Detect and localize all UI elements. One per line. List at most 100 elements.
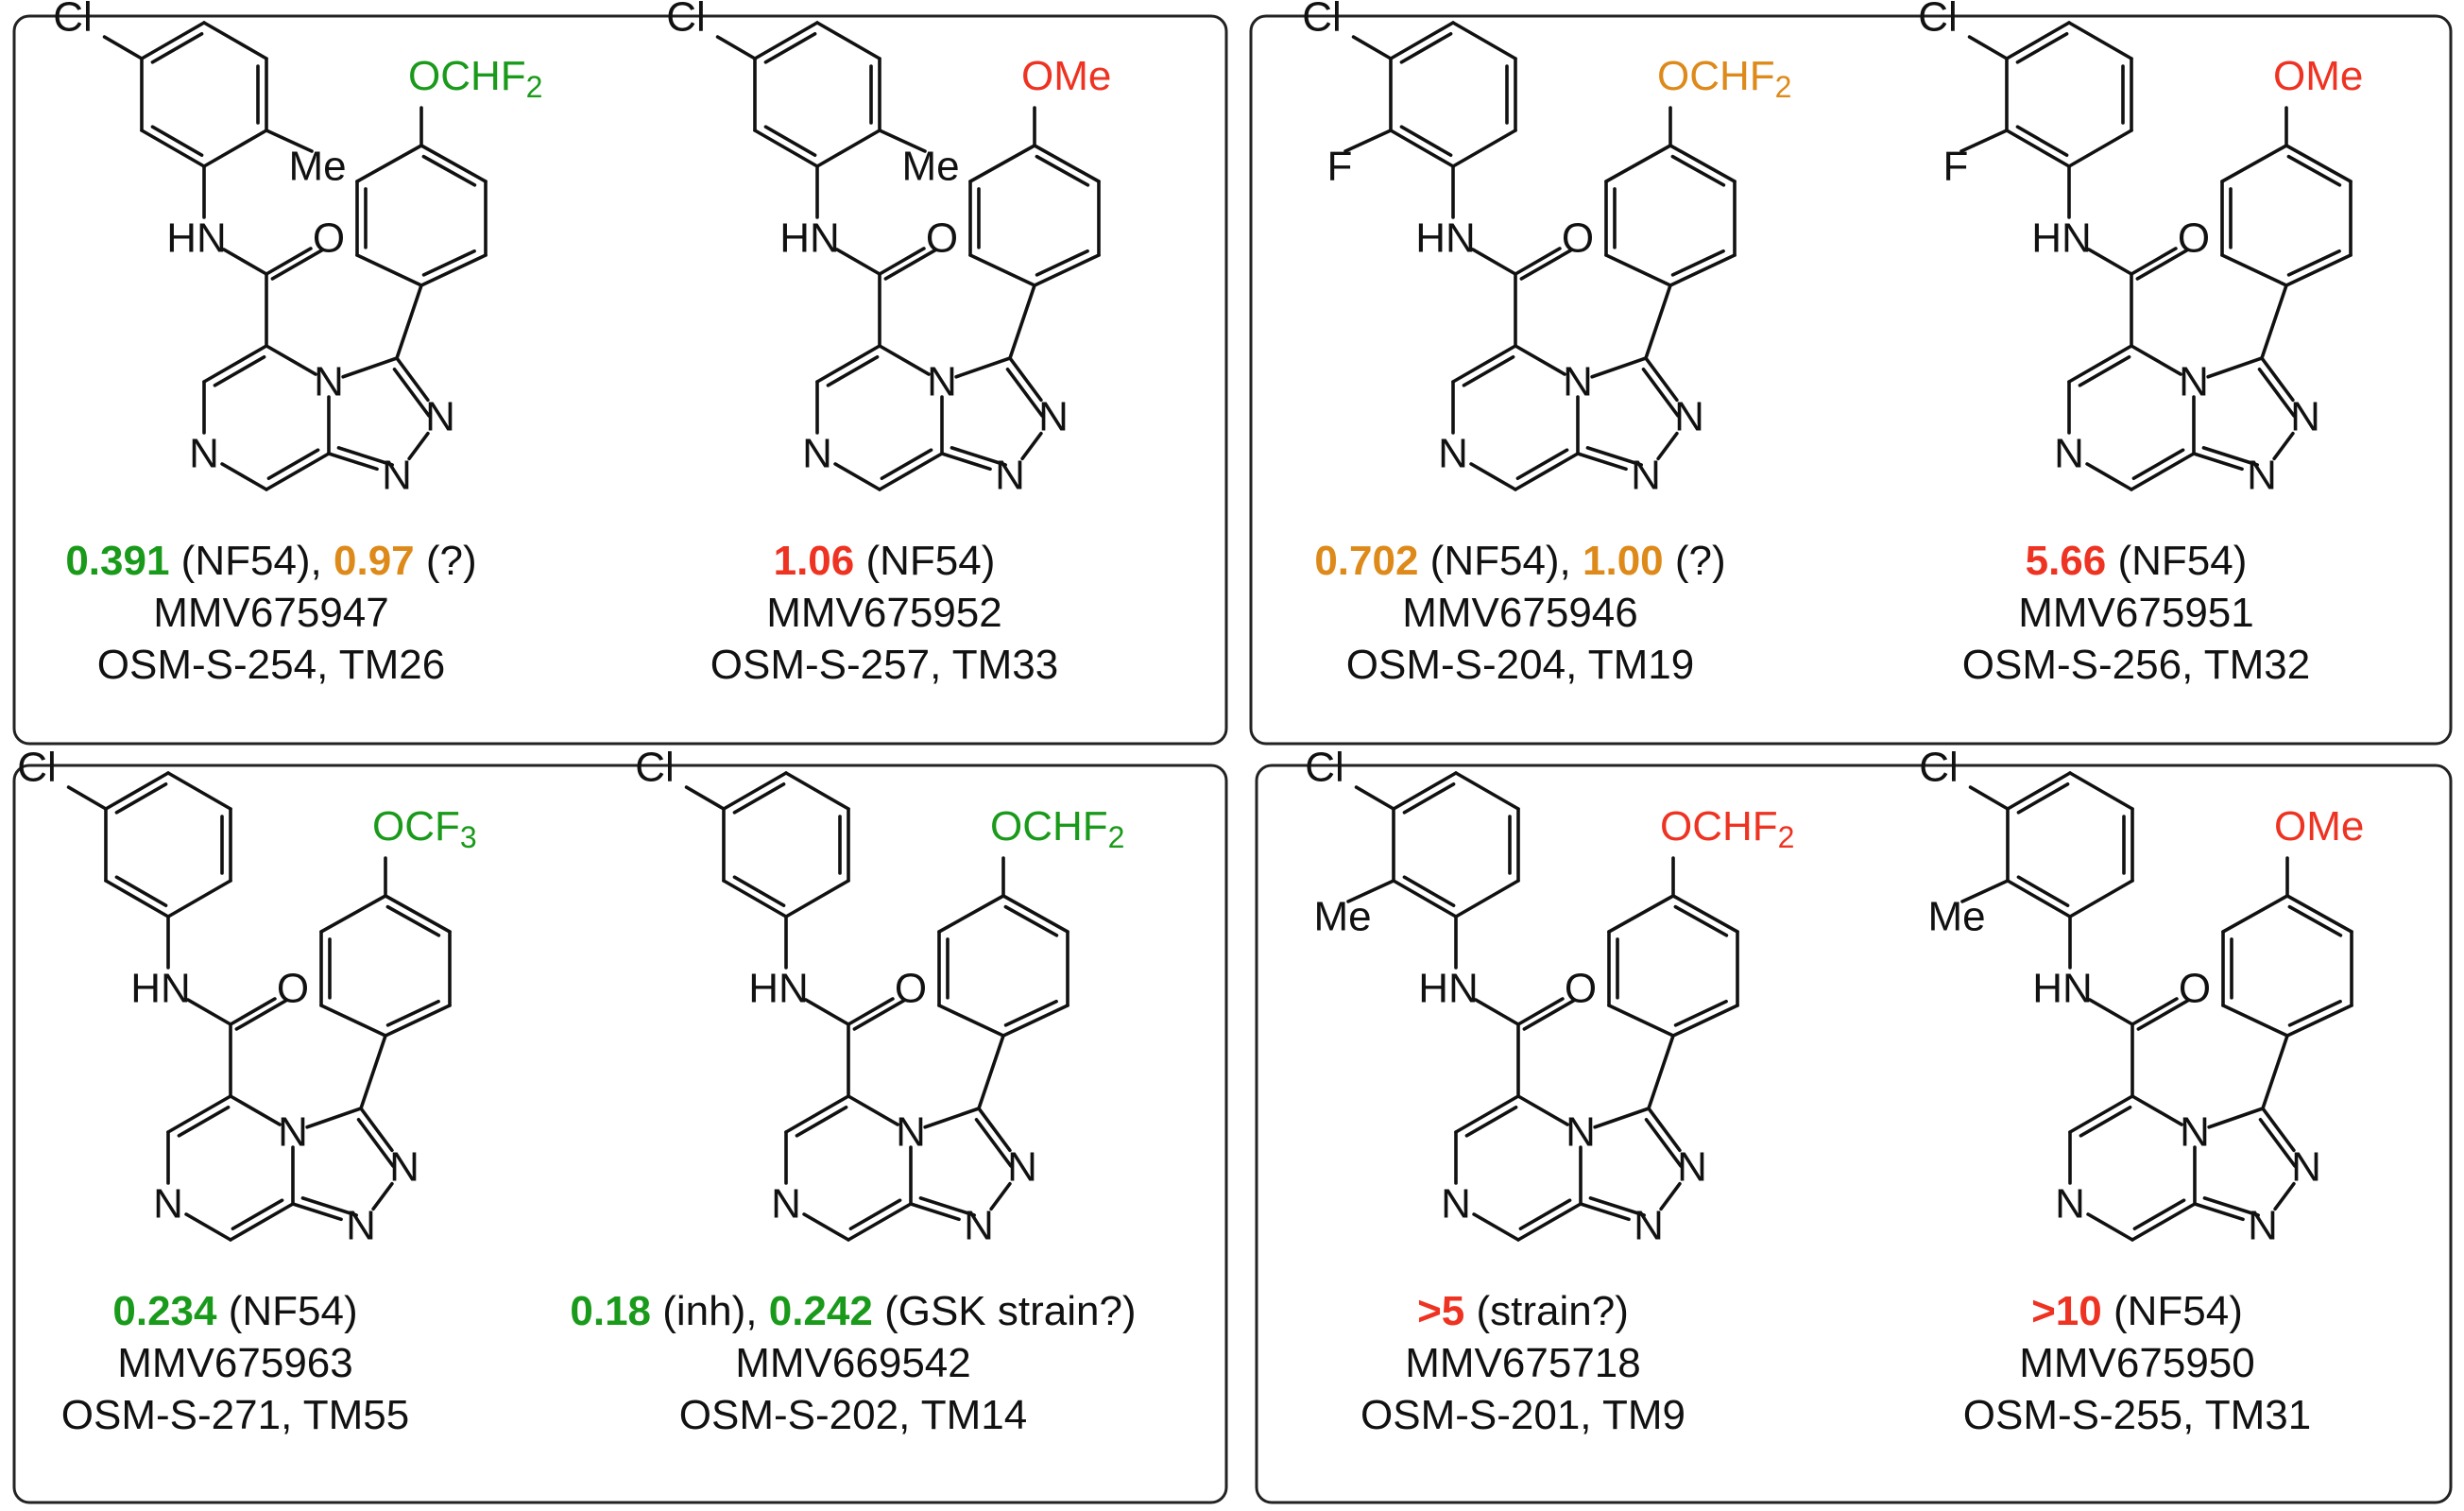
amide-bond — [1470, 248, 1517, 276]
activity-value: 1.06 — [774, 538, 855, 584]
activity-note: (inh), — [651, 1288, 769, 1334]
aryl-ring-bond — [166, 879, 232, 919]
phenyl-double-bond — [1035, 154, 1090, 187]
carbonyl-o-label: O — [2178, 215, 2210, 262]
activity-note: (NF54) — [2102, 1288, 2243, 1334]
activity-note: (?) — [415, 538, 477, 584]
triazole-bond — [940, 452, 992, 472]
chloro-bond — [1351, 35, 1393, 60]
ether-subscript: 2 — [526, 70, 543, 104]
pyrazine-n-label: N — [1441, 1181, 1471, 1228]
aryl-ring-bond — [104, 879, 170, 919]
amide-bond — [185, 998, 232, 1026]
amide-bond — [2086, 248, 2133, 276]
pyrazine-bond — [1516, 1202, 1583, 1242]
triazole-bond — [2207, 1107, 2265, 1129]
pyrazine-double-bond — [2132, 1198, 2186, 1231]
pyrazine-double-bond — [1518, 1198, 1572, 1231]
triazole-double-bond — [300, 1196, 358, 1217]
aryl-ring-bond — [1451, 129, 1517, 168]
triazole-n1-label: N — [2248, 1203, 2278, 1249]
triazole-n2-label: N — [1007, 1144, 1037, 1191]
pyrazine-double-bond — [1515, 448, 1569, 481]
pyrazine-bond — [2085, 462, 2133, 491]
ortho-substituent: Me — [901, 144, 959, 190]
phenyl-ring-bond — [968, 144, 1036, 183]
activity-line: 0.702 (NF54), 1.00 (?) — [1314, 538, 1725, 584]
phenyl-ring-bond — [1671, 894, 1739, 934]
pyrazine-bond — [878, 344, 931, 376]
phenyl-double-bond — [385, 999, 440, 1027]
ether-text: OCHF — [990, 803, 1108, 850]
pyrazine-bond — [847, 1202, 913, 1242]
phenyl-ring-bond — [1001, 894, 1069, 934]
aryl-ring-bond — [1454, 879, 1520, 919]
activity-value: >10 — [2031, 1288, 2102, 1334]
chloro-bond — [1354, 785, 1395, 811]
aryl-ring-bond — [2067, 129, 2133, 168]
panel-frame-4 — [1255, 764, 2453, 1504]
aryl-ring-bond — [753, 21, 819, 60]
aryl-double-bond — [2016, 781, 2070, 815]
triazole-bond — [1579, 1202, 1631, 1222]
bridge-n-label: N — [314, 359, 344, 405]
pyrazine-double-bond — [2078, 354, 2131, 387]
mmv-id: MMV675946 — [1402, 590, 1637, 636]
pyrazine-double-bond — [1464, 1105, 1518, 1138]
activity-value: 0.391 — [65, 538, 169, 584]
pyrazine-double-bond — [880, 448, 933, 481]
phenyl-ring-bond — [2220, 144, 2288, 183]
aryl-double-bond — [114, 875, 168, 908]
aryl-ring-bond — [140, 129, 206, 168]
osm-id: OSM-S-201, TM9 — [1360, 1392, 1685, 1438]
pyrazine-bond — [1472, 1212, 1520, 1242]
aryl-ring-bond — [2068, 879, 2134, 919]
triazole-n1-label: N — [1634, 1203, 1664, 1249]
carbonyl-double-bond — [2136, 999, 2190, 1031]
chloro-atom: Cl — [1302, 0, 1342, 41]
carbonyl-double-bond — [883, 249, 937, 281]
phenyl-ring-bond — [1668, 253, 1737, 287]
bridge-n-label: N — [2179, 359, 2209, 405]
triazole-bond — [1593, 1107, 1651, 1129]
ether-subscript: 2 — [1108, 820, 1125, 854]
triazole-bond — [291, 1202, 343, 1222]
aryl-ring-bond — [2006, 879, 2072, 919]
pyrazine-bond — [2130, 1202, 2197, 1242]
aryl-ring-bond — [2068, 771, 2134, 811]
chloro-atom: Cl — [53, 0, 93, 41]
phenyl-ring-bond — [355, 144, 423, 183]
nh-label: HN — [166, 215, 227, 262]
pyrazine-bond — [229, 1094, 282, 1126]
chloro-atom: Cl — [1919, 745, 1959, 791]
phenyl-ring-bond — [2221, 1004, 2289, 1038]
mmv-id: MMV675952 — [766, 590, 1001, 636]
amide-bond — [221, 248, 268, 276]
activity-value: 0.18 — [570, 1288, 651, 1334]
triazole-double-bond — [392, 367, 431, 418]
activity-value: 1.00 — [1583, 538, 1664, 584]
aryl-ring-bond — [2006, 771, 2072, 811]
aryl-ring-bond — [140, 21, 206, 60]
activity-line: 1.06 (NF54) — [774, 538, 996, 584]
pyrazine-bond — [847, 1094, 899, 1126]
triazole-bond — [2261, 1107, 2296, 1153]
triazole-bond — [2272, 431, 2295, 461]
triazole-bond — [2206, 356, 2264, 379]
pyrazine-double-bond — [2131, 448, 2185, 481]
aryl-ring-bond — [722, 771, 788, 811]
triazole-n2-label: N — [2290, 394, 2320, 440]
triazole-bond — [1576, 452, 1628, 472]
pyrazine-bond — [265, 344, 317, 376]
phenyl-double-bond — [1670, 154, 1726, 187]
aryl-ring-bond — [1454, 771, 1520, 811]
triazole-bond — [954, 356, 1012, 379]
phenyl-ring-bond — [937, 894, 1005, 934]
ether-text: OMe — [2273, 53, 2363, 99]
triazole-n2-label: N — [425, 394, 455, 440]
bridge-n-label: N — [1563, 359, 1593, 405]
pyrazine-double-bond — [213, 354, 266, 387]
phenyl-ring-bond — [1668, 144, 1737, 183]
carbonyl-double-bond — [852, 999, 906, 1031]
pyrazine-double-bond — [1462, 354, 1515, 387]
